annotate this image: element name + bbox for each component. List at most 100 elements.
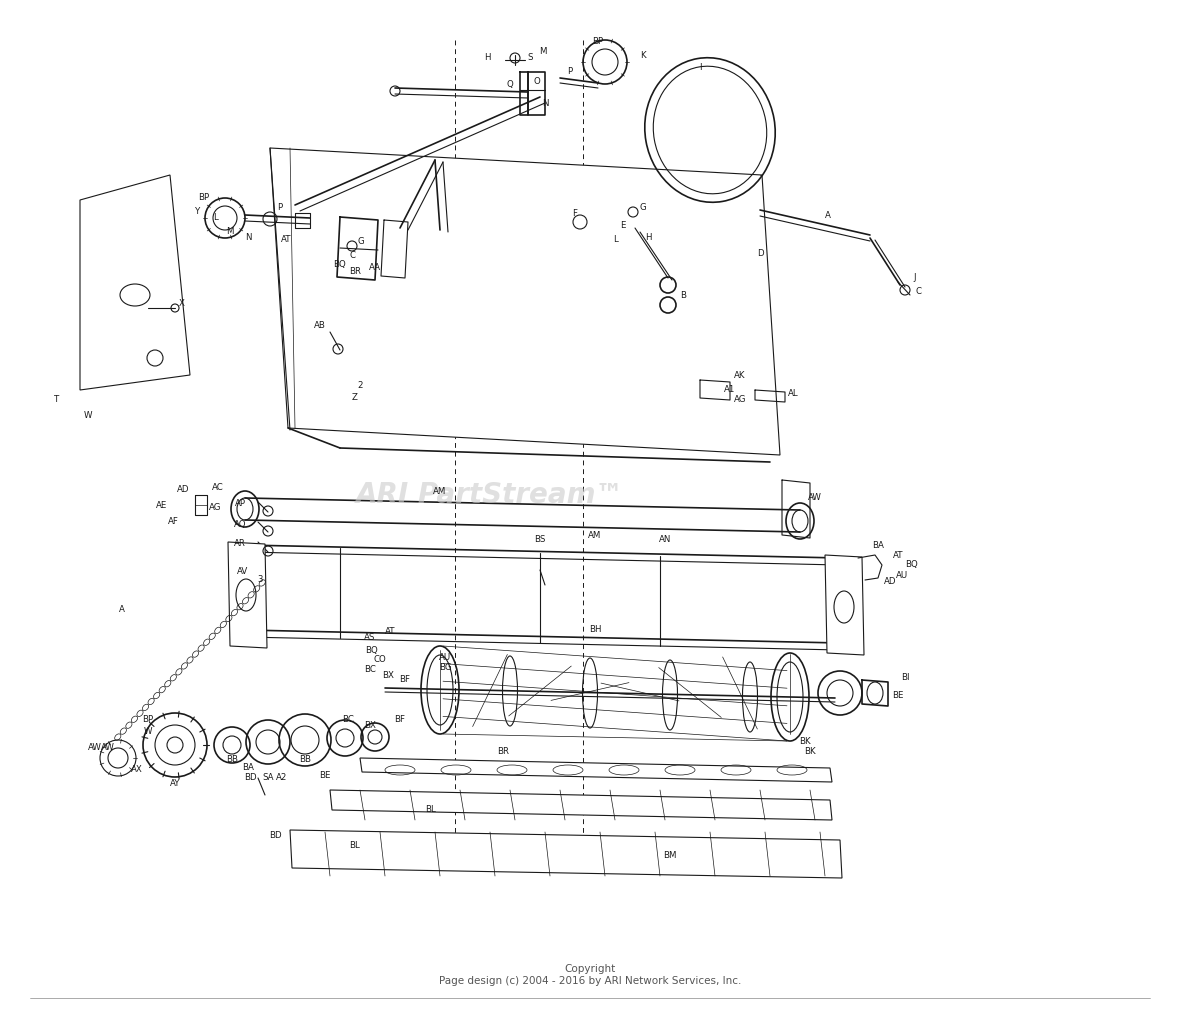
Text: CO: CO — [374, 655, 386, 665]
Text: P: P — [568, 68, 572, 77]
Text: O: O — [533, 78, 540, 87]
Text: AU: AU — [896, 571, 909, 580]
Text: BA: BA — [872, 540, 884, 549]
Text: N: N — [542, 99, 549, 107]
Text: S: S — [527, 54, 532, 63]
Text: BP: BP — [198, 194, 210, 202]
Text: N: N — [244, 232, 251, 241]
Text: BL: BL — [425, 806, 435, 814]
Text: D: D — [756, 248, 763, 258]
Text: BE: BE — [320, 771, 330, 780]
Text: AM: AM — [433, 488, 447, 497]
Text: J: J — [913, 274, 916, 283]
Text: L: L — [612, 235, 617, 244]
Text: Z: Z — [352, 394, 358, 403]
Text: G: G — [358, 237, 365, 246]
Text: A2: A2 — [276, 774, 288, 783]
Text: AN: AN — [658, 535, 671, 544]
Polygon shape — [825, 556, 864, 655]
Text: AE: AE — [156, 501, 168, 509]
Text: Copyright
Page design (c) 2004 - 2016 by ARI Network Services, Inc.: Copyright Page design (c) 2004 - 2016 by… — [439, 965, 741, 986]
Text: BG: BG — [439, 664, 451, 673]
Text: W: W — [144, 727, 152, 736]
Polygon shape — [228, 542, 267, 648]
Polygon shape — [330, 790, 832, 820]
Text: BK: BK — [805, 747, 815, 756]
Text: AT: AT — [385, 627, 395, 636]
Text: AG: AG — [209, 504, 222, 512]
Text: AY: AY — [170, 779, 181, 788]
Text: AG: AG — [734, 396, 746, 404]
Text: AF: AF — [168, 517, 178, 526]
Text: T: T — [54, 396, 60, 404]
Text: AD: AD — [884, 578, 897, 587]
Text: P: P — [277, 202, 282, 211]
Text: BQ: BQ — [366, 645, 379, 654]
Text: M: M — [539, 47, 546, 57]
Text: X: X — [179, 299, 185, 307]
Text: AM: AM — [589, 530, 602, 539]
Text: AK: AK — [734, 372, 746, 381]
Text: 3: 3 — [257, 576, 263, 585]
Text: BS: BS — [535, 535, 545, 544]
Text: G: G — [640, 202, 647, 211]
Text: B: B — [680, 291, 686, 300]
Text: H: H — [644, 233, 651, 242]
Polygon shape — [290, 830, 843, 878]
Text: BB: BB — [299, 755, 312, 765]
Text: AW: AW — [808, 494, 822, 503]
Text: BL: BL — [349, 840, 360, 849]
Text: AL: AL — [788, 389, 799, 398]
Text: BF: BF — [400, 676, 411, 685]
Text: BK: BK — [799, 737, 811, 746]
Text: BM: BM — [663, 850, 677, 860]
Text: BX: BX — [382, 672, 394, 681]
Text: AX: AX — [131, 766, 143, 775]
Text: AW: AW — [101, 743, 114, 752]
Text: BP: BP — [143, 715, 153, 724]
Polygon shape — [80, 175, 190, 390]
Text: AP: AP — [235, 500, 245, 508]
Text: AB: AB — [314, 320, 326, 329]
Text: BC: BC — [365, 666, 376, 675]
Text: BP: BP — [592, 37, 603, 46]
Text: BD: BD — [244, 774, 256, 783]
Text: W: W — [84, 410, 92, 419]
Text: AT: AT — [281, 235, 291, 244]
Text: AA: AA — [369, 264, 381, 273]
Text: A: A — [825, 210, 831, 219]
Text: BF: BF — [394, 715, 406, 724]
Text: AT: AT — [893, 551, 903, 561]
Text: A1: A1 — [725, 386, 735, 395]
Text: BQ: BQ — [905, 561, 918, 570]
Text: BH: BH — [589, 625, 602, 634]
Text: ARI PartStream™: ARI PartStream™ — [356, 481, 624, 509]
Text: AC: AC — [212, 484, 224, 493]
Text: SA: SA — [262, 774, 274, 783]
Text: Q: Q — [506, 81, 513, 90]
Text: H: H — [484, 54, 490, 63]
Text: BB: BB — [227, 755, 238, 765]
Text: K: K — [641, 50, 645, 60]
Text: BQ: BQ — [334, 261, 347, 270]
Text: BD: BD — [269, 830, 281, 839]
Text: C: C — [350, 251, 356, 261]
Text: M: M — [227, 227, 234, 236]
Text: BC: BC — [342, 715, 354, 724]
Text: I: I — [699, 64, 701, 73]
Text: Y: Y — [196, 207, 201, 216]
Text: AW: AW — [88, 743, 101, 752]
Text: L: L — [214, 213, 218, 222]
Text: BR: BR — [497, 747, 509, 756]
Text: 2: 2 — [358, 381, 362, 390]
Text: E: E — [621, 220, 625, 229]
Text: BX: BX — [365, 720, 376, 729]
Polygon shape — [360, 758, 832, 782]
Text: AQ: AQ — [234, 519, 247, 528]
Text: AD: AD — [177, 486, 189, 495]
Text: BE: BE — [892, 691, 904, 700]
Text: AR: AR — [234, 539, 245, 548]
Text: F: F — [572, 208, 577, 217]
Polygon shape — [270, 148, 780, 454]
Text: BA: BA — [242, 764, 254, 773]
